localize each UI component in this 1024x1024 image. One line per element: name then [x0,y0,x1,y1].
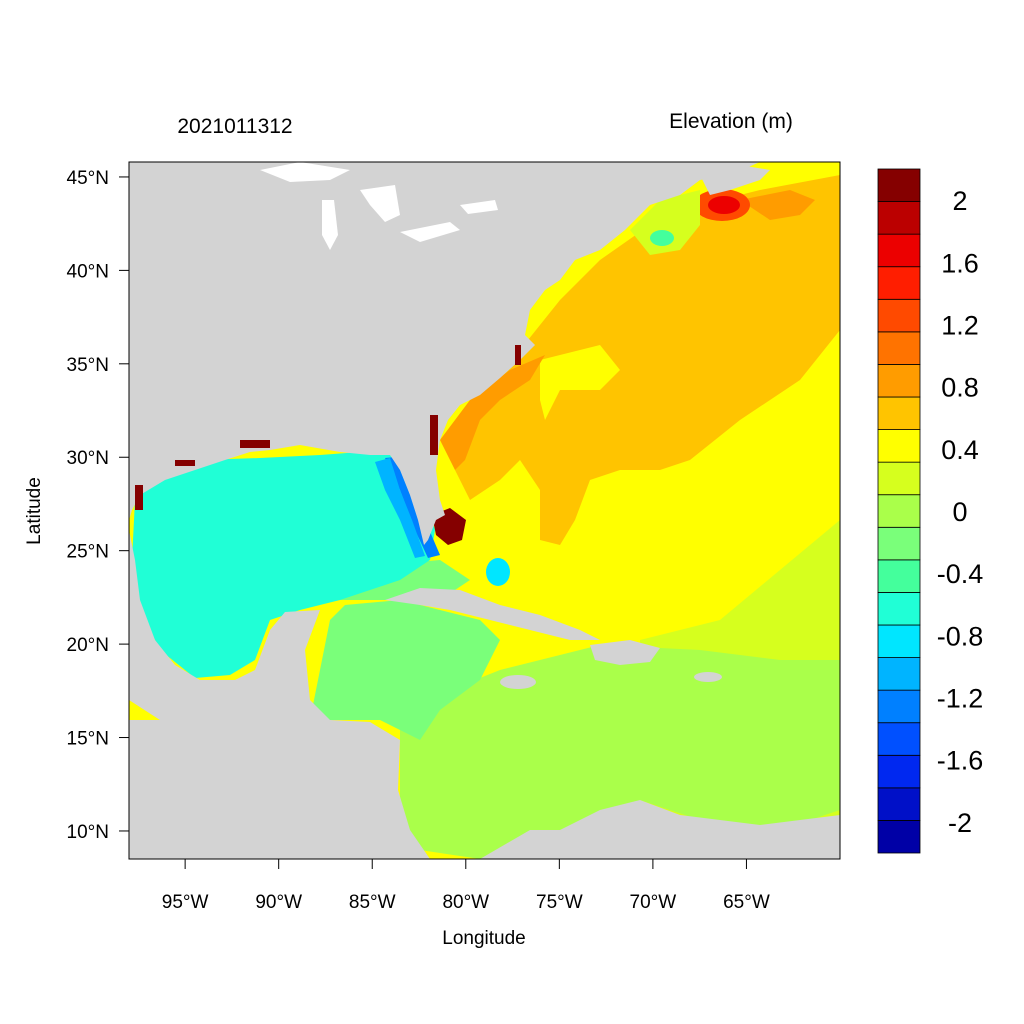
x-tick-label: 75°W [536,892,583,913]
lake-ontario [460,200,498,214]
atlantic-yellow-tongue [540,345,620,420]
y-tick-label: 35°N [67,355,109,376]
map-panel [129,162,840,859]
colorbar-swatch [877,201,921,235]
y-axis-ticks: 45°N 40°N 35°N 30°N 25°N 20°N 15°N 10°N [67,168,129,843]
x-tick-label: 70°W [630,892,677,913]
colorbar-tick-label: 2 [952,186,967,216]
coastal-surge-dots [135,345,521,510]
great-lakes [260,162,498,250]
y-tick-label: 15°N [67,729,109,750]
colorbar-swatch [877,168,921,202]
x-tick-label: 65°W [723,892,770,913]
coastal-orange-band [440,355,545,470]
colorbar-swatch [877,298,921,333]
colorbar-tick-label: 0 [952,497,967,527]
hispaniola [590,640,660,665]
colorbar-swatch [877,754,921,789]
variable-title: Elevation (m) [669,110,793,133]
y-tick-label: 10°N [67,822,109,843]
colorbar-labels: 2 1.6 1.2 0.8 0.4 0 -0.4 -0.8 -1.2 -1.6 -2 [937,186,984,838]
colorbar-swatch [877,364,921,398]
colorbar-swatch [877,494,921,528]
date-title: 2021011312 [177,115,292,138]
land [129,162,840,859]
colorbar-swatch [877,559,921,593]
colorbar-tick-label: 1.6 [941,248,979,278]
colorbar-swatch [877,689,921,724]
colorbar-swatch [877,266,921,300]
colorbar-swatch [877,461,921,496]
lake-michigan [322,200,338,250]
colorbar-tick-label: -1.2 [937,684,984,714]
x-tick-label: 95°W [162,892,209,913]
mexico-central-america [129,530,430,859]
x-axis-ticks: 95°W 90°W 85°W 80°W 75°W 70°W 65°W [162,859,770,913]
colorbar-tick-label: -2 [948,808,972,838]
puerto-rico [694,672,722,682]
jamaica [500,675,536,689]
colorbar-swatch [877,624,921,658]
south-america [480,800,840,859]
y-tick-label: 25°N [67,542,109,563]
lake-superior [260,162,350,182]
colorbar-swatch [877,657,921,691]
lake-erie [400,222,460,242]
colorbar-swatch [877,787,921,821]
colorbar-tick-label: -0.4 [937,559,984,589]
y-tick-label: 30°N [67,448,109,469]
colorbar [877,168,921,854]
map-frame [128,161,841,860]
colorbar-swatch [877,233,921,268]
cuba [385,588,600,640]
gulf-of-mexico [132,452,435,678]
x-tick-label: 90°W [255,892,302,913]
colorbar-swatch [877,331,921,365]
lake-huron [360,185,400,222]
nova-scotia [700,165,770,195]
colorbar-swatch [877,722,921,756]
y-tick-label: 20°N [67,635,109,656]
western-caribbean [310,600,500,740]
x-tick-label: 80°W [442,892,489,913]
x-tick-label: 85°W [349,892,396,913]
colorbar-swatch [877,526,921,561]
gulf-of-maine-core [708,196,740,214]
x-axis-label: Longitude [442,928,525,949]
colorbar-tick-label: -0.8 [937,621,984,651]
coastal-orange-band-2 [740,190,815,220]
colorbar-tick-label: 0.8 [941,373,979,403]
bahamas-low [486,558,510,586]
colorbar-swatch [877,429,921,463]
colorbar-swatch [877,396,921,430]
cape-cod-cyan [650,230,674,246]
colorbar-swatch [877,592,921,626]
atlantic-elevated-region [455,175,840,545]
colorbar-tick-label: 1.2 [941,310,979,340]
y-tick-label: 45°N [67,168,109,189]
y-axis-label: Latitude [24,477,45,545]
north-america [129,162,760,545]
y-tick-label: 40°N [67,261,109,282]
cape-cod-low [630,190,700,255]
west-florida-low-2 [375,458,425,558]
colorbar-tick-label: -1.6 [937,746,984,776]
colorbar-tick-label: 0.4 [941,435,979,465]
colorbar-swatch [877,820,921,854]
caribbean-sea [400,645,840,859]
